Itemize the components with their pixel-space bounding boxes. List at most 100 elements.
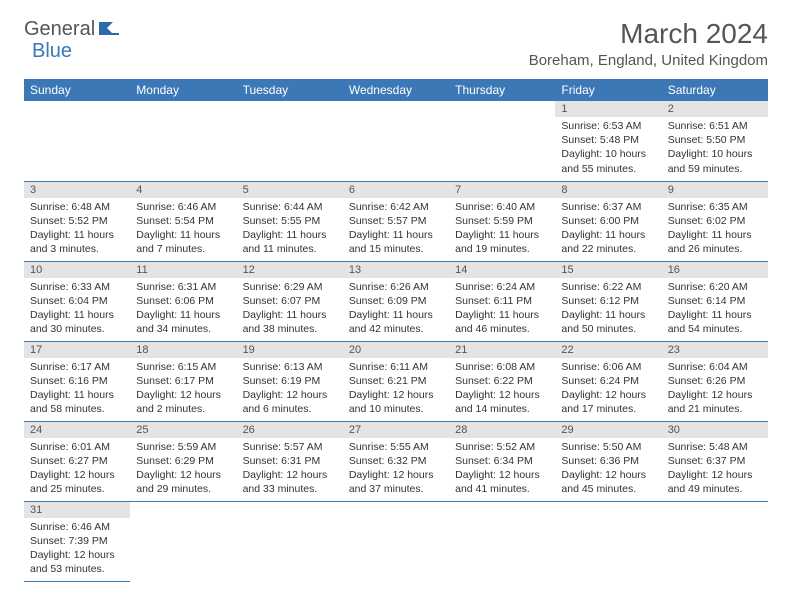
weekday-header: Saturday	[662, 79, 768, 101]
sunset-text: Sunset: 5:54 PM	[136, 214, 230, 228]
day-details: Sunrise: 5:50 AMSunset: 6:36 PMDaylight:…	[555, 438, 661, 499]
calendar-day-cell: 8Sunrise: 6:37 AMSunset: 6:00 PMDaylight…	[555, 181, 661, 261]
day-details: Sunrise: 6:33 AMSunset: 6:04 PMDaylight:…	[24, 278, 130, 339]
sunset-text: Sunset: 5:59 PM	[455, 214, 549, 228]
daylight-text: Daylight: 11 hours and 15 minutes.	[349, 228, 443, 256]
calendar-day-cell: 17 Sunrise: 6:17 AMSunset: 6:16 PMDayligh…	[24, 341, 130, 421]
day-number: 2	[662, 101, 768, 117]
sunset-text: Sunset: 6:09 PM	[349, 294, 443, 308]
calendar-day-cell: 21Sunrise: 6:08 AMSunset: 6:22 PMDayligh…	[449, 341, 555, 421]
weekday-header: Wednesday	[343, 79, 449, 101]
sunrise-text: Sunrise: 6:22 AM	[561, 280, 655, 294]
daylight-text: Daylight: 11 hours and 38 minutes.	[243, 308, 337, 336]
sunset-text: Sunset: 6:06 PM	[136, 294, 230, 308]
sunrise-text: Sunrise: 6:46 AM	[136, 200, 230, 214]
calendar-day-cell: 18Sunrise: 6:15 AMSunset: 6:17 PMDayligh…	[130, 341, 236, 421]
calendar-day-cell	[449, 101, 555, 181]
day-number: 17	[24, 342, 130, 358]
calendar-day-cell: 20Sunrise: 6:11 AMSunset: 6:21 PMDayligh…	[343, 341, 449, 421]
sunrise-text: Sunrise: 5:57 AM	[243, 440, 337, 454]
day-number: 4	[130, 182, 236, 198]
day-number: 29	[555, 422, 661, 438]
daylight-text: Daylight: 11 hours and 34 minutes.	[136, 308, 230, 336]
day-number: 31	[24, 502, 130, 518]
month-title: March 2024	[529, 18, 768, 50]
daylight-text: Daylight: 12 hours and 25 minutes.	[30, 468, 124, 496]
sunset-text: Sunset: 6:27 PM	[30, 454, 124, 468]
day-details: Sunrise: 6:13 AMSunset: 6:19 PMDaylight:…	[237, 358, 343, 419]
sunrise-text: Sunrise: 6:08 AM	[455, 360, 549, 374]
sunset-text: Sunset: 7:39 PM	[30, 534, 124, 548]
sunset-text: Sunset: 6:11 PM	[455, 294, 549, 308]
calendar-day-cell	[449, 501, 555, 581]
day-details: Sunrise: 6:31 AMSunset: 6:06 PMDaylight:…	[130, 278, 236, 339]
daylight-text: Daylight: 11 hours and 26 minutes.	[668, 228, 762, 256]
calendar-day-cell: 19Sunrise: 6:13 AMSunset: 6:19 PMDayligh…	[237, 341, 343, 421]
day-details: Sunrise: 6:44 AMSunset: 5:55 PMDaylight:…	[237, 198, 343, 259]
sunrise-text: Sunrise: 6:11 AM	[349, 360, 443, 374]
calendar-day-cell: 15Sunrise: 6:22 AMSunset: 6:12 PMDayligh…	[555, 261, 661, 341]
calendar-day-cell	[237, 101, 343, 181]
weekday-header: Friday	[555, 79, 661, 101]
calendar-week-row: 31Sunrise: 6:46 AMSunset: 7:39 PMDayligh…	[24, 501, 768, 581]
day-number: 26	[237, 422, 343, 438]
day-number: 15	[555, 262, 661, 278]
calendar-day-cell: 31Sunrise: 6:46 AMSunset: 7:39 PMDayligh…	[24, 501, 130, 581]
sunrise-text: Sunrise: 6:15 AM	[136, 360, 230, 374]
sunset-text: Sunset: 6:16 PM	[30, 374, 124, 388]
day-details: Sunrise: 5:48 AMSunset: 6:37 PMDaylight:…	[662, 438, 768, 499]
sunrise-text: Sunrise: 6:53 AM	[561, 119, 655, 133]
calendar-week-row: 17Sunrise: 6:17 AMSunset: 6:16 PMDayligh…	[24, 341, 768, 421]
sunrise-text: Sunrise: 6:24 AM	[455, 280, 549, 294]
sunset-text: Sunset: 6:37 PM	[668, 454, 762, 468]
sunrise-text: Sunrise: 6:48 AM	[30, 200, 124, 214]
calendar-day-cell: 28Sunrise: 5:52 AMSunset: 6:34 PMDayligh…	[449, 421, 555, 501]
daylight-text: Daylight: 12 hours and 33 minutes.	[243, 468, 337, 496]
day-number: 6	[343, 182, 449, 198]
calendar-day-cell: 13Sunrise: 6:26 AMSunset: 6:09 PMDayligh…	[343, 261, 449, 341]
daylight-text: Daylight: 11 hours and 7 minutes.	[136, 228, 230, 256]
calendar-day-cell: 16Sunrise: 6:20 AMSunset: 6:14 PMDayligh…	[662, 261, 768, 341]
calendar-day-cell: 2Sunrise: 6:51 AMSunset: 5:50 PMDaylight…	[662, 101, 768, 181]
daylight-text: Daylight: 12 hours and 10 minutes.	[349, 388, 443, 416]
sunset-text: Sunset: 6:26 PM	[668, 374, 762, 388]
calendar-day-cell: 10Sunrise: 6:33 AMSunset: 6:04 PMDayligh…	[24, 261, 130, 341]
calendar-week-row: 3Sunrise: 6:48 AMSunset: 5:52 PMDaylight…	[24, 181, 768, 261]
calendar-day-cell: 4 Sunrise: 6:46 AMSunset: 5:54 PMDaylight…	[130, 181, 236, 261]
day-details: Sunrise: 6:08 AMSunset: 6:22 PMDaylight:…	[449, 358, 555, 419]
daylight-text: Daylight: 11 hours and 58 minutes.	[30, 388, 124, 416]
calendar-day-cell: 1Sunrise: 6:53 AMSunset: 5:48 PMDaylight…	[555, 101, 661, 181]
sunset-text: Sunset: 5:52 PM	[30, 214, 124, 228]
calendar-day-cell: 5Sunrise: 6:44 AMSunset: 5:55 PMDaylight…	[237, 181, 343, 261]
day-details: Sunrise: 6:24 AMSunset: 6:11 PMDaylight:…	[449, 278, 555, 339]
calendar-day-cell: 25Sunrise: 5:59 AMSunset: 6:29 PMDayligh…	[130, 421, 236, 501]
sunrise-text: Sunrise: 6:04 AM	[668, 360, 762, 374]
daylight-text: Daylight: 10 hours and 55 minutes.	[561, 147, 655, 175]
calendar-week-row: 1Sunrise: 6:53 AMSunset: 5:48 PMDaylight…	[24, 101, 768, 181]
sunrise-text: Sunrise: 6:17 AM	[30, 360, 124, 374]
calendar-day-cell	[662, 501, 768, 581]
calendar-day-cell	[555, 501, 661, 581]
daylight-text: Daylight: 11 hours and 19 minutes.	[455, 228, 549, 256]
day-number: 16	[662, 262, 768, 278]
day-number: 28	[449, 422, 555, 438]
day-number: 9	[662, 182, 768, 198]
sunset-text: Sunset: 6:31 PM	[243, 454, 337, 468]
daylight-text: Daylight: 11 hours and 22 minutes.	[561, 228, 655, 256]
day-number: 11	[130, 262, 236, 278]
sunrise-text: Sunrise: 6:20 AM	[668, 280, 762, 294]
day-number: 20	[343, 342, 449, 358]
sunset-text: Sunset: 5:55 PM	[243, 214, 337, 228]
calendar-day-cell	[130, 101, 236, 181]
daylight-text: Daylight: 12 hours and 37 minutes.	[349, 468, 443, 496]
calendar-day-cell: 11Sunrise: 6:31 AMSunset: 6:06 PMDayligh…	[130, 261, 236, 341]
calendar-day-cell: 30Sunrise: 5:48 AMSunset: 6:37 PMDayligh…	[662, 421, 768, 501]
daylight-text: Daylight: 11 hours and 54 minutes.	[668, 308, 762, 336]
sunrise-text: Sunrise: 5:50 AM	[561, 440, 655, 454]
day-details: Sunrise: 5:52 AMSunset: 6:34 PMDaylight:…	[449, 438, 555, 499]
daylight-text: Daylight: 12 hours and 6 minutes.	[243, 388, 337, 416]
calendar-table: SundayMondayTuesdayWednesdayThursdayFrid…	[24, 79, 768, 582]
day-number: 19	[237, 342, 343, 358]
day-details: Sunrise: 6:51 AMSunset: 5:50 PMDaylight:…	[662, 117, 768, 178]
day-details: Sunrise: 6:42 AMSunset: 5:57 PMDaylight:…	[343, 198, 449, 259]
